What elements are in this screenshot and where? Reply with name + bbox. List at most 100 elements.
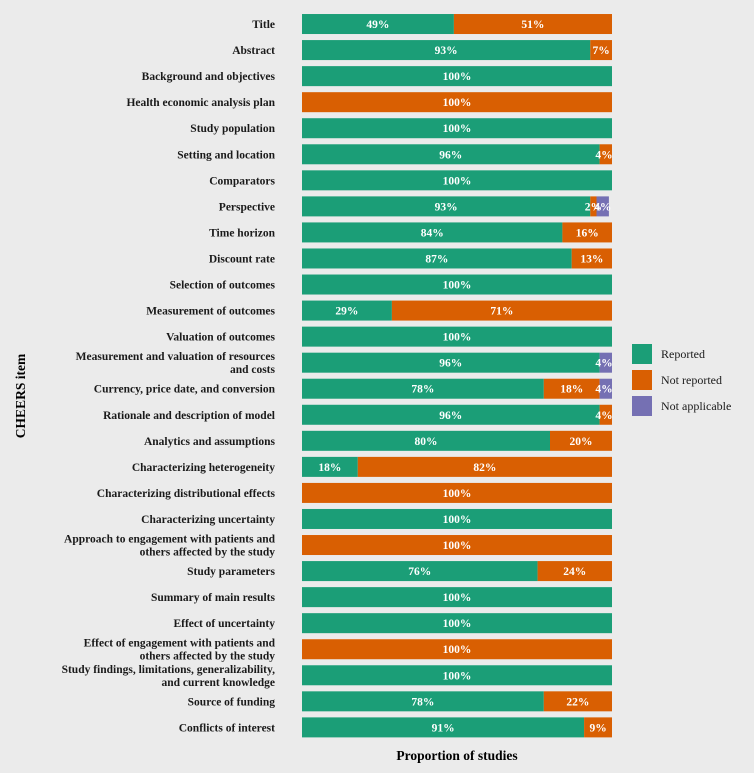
- legend-swatch: [632, 344, 652, 364]
- category-label-line: Effect of uncertainty: [173, 618, 275, 630]
- bar-value-label: 13%: [580, 254, 603, 266]
- legend-swatch: [632, 396, 652, 416]
- bar-value-label: 4%: [595, 149, 612, 161]
- bar-segment-not-reported: [357, 456, 612, 477]
- category-label: Currency, price date, and conversion: [94, 384, 276, 396]
- bar-value-label: 100%: [443, 123, 472, 135]
- bar-value-label: 80%: [415, 436, 438, 448]
- bar-segment-not-reported: [302, 535, 612, 556]
- legend-label: Reported: [661, 347, 705, 361]
- bar-segment-not-reported: [571, 248, 612, 269]
- bar-value-label: 100%: [443, 332, 472, 344]
- bar-value-label: 84%: [421, 227, 444, 239]
- bar-segment-reported: [302, 352, 600, 373]
- bar-value-label: 78%: [411, 696, 434, 708]
- bar-segment-reported: [302, 274, 612, 295]
- bar-value-label: 100%: [443, 592, 472, 604]
- bar-value-label: 100%: [443, 71, 472, 83]
- category-label-line: Study parameters: [187, 566, 275, 578]
- category-label-line: Characterizing heterogeneity: [132, 462, 275, 474]
- category-label-line: Valuation of outcomes: [166, 332, 275, 344]
- bar-value-label: 7%: [592, 45, 609, 57]
- bar-segment-not-reported: [391, 300, 612, 321]
- category-label: Conflicts of interest: [179, 722, 275, 734]
- category-label-line: Currency, price date, and conversion: [94, 384, 276, 396]
- bar-value-label: 76%: [408, 566, 431, 578]
- bar-value-label: 22%: [566, 696, 589, 708]
- bar-segment-not-applicable: [599, 352, 612, 373]
- bar-segment-reported: [302, 118, 612, 139]
- legend-swatch: [632, 370, 652, 390]
- bar-segment-not-reported: [599, 144, 612, 165]
- category-label-line: Study findings, limitations, generalizab…: [62, 664, 276, 676]
- bar-value-label: 96%: [439, 149, 462, 161]
- bar-value-label: 100%: [443, 618, 472, 630]
- bar-segment-reported: [302, 717, 585, 738]
- category-label-line: Analytics and assumptions: [144, 436, 276, 448]
- bar-segment-not-reported: [543, 378, 600, 399]
- category-label-line: Conflicts of interest: [179, 722, 275, 734]
- category-label: Background and objectives: [142, 71, 276, 83]
- bar-value-label: 18%: [318, 462, 341, 474]
- category-label: Title: [252, 19, 275, 31]
- bar-segment-not-applicable: [596, 196, 609, 217]
- legend-label: Not reported: [661, 373, 722, 387]
- bar-value-label: 100%: [443, 280, 472, 292]
- bar-value-label: 96%: [439, 358, 462, 370]
- bar-segment-reported: [302, 248, 572, 269]
- category-label: Valuation of outcomes: [166, 332, 275, 344]
- category-label: Health economic analysis plan: [126, 97, 275, 109]
- x-axis-title: Proportion of studies: [396, 748, 517, 763]
- bar-segment-not-applicable: [599, 378, 612, 399]
- category-label: Study parameters: [187, 566, 275, 578]
- category-label: Selection of outcomes: [170, 280, 276, 292]
- bar-segment-reported: [302, 691, 544, 712]
- category-label-line: Source of funding: [188, 696, 276, 708]
- bar-value-label: 18%: [560, 384, 583, 396]
- bar-segment-reported: [302, 456, 358, 477]
- bar-value-label: 29%: [335, 306, 358, 318]
- category-label: Measurement and valuation of resources an…: [76, 351, 276, 376]
- bar-value-label: 16%: [576, 227, 599, 239]
- category-label-line: Rationale and description of model: [103, 410, 275, 422]
- bars: 49% 51%93% 7%100%100%100%96% 4%100%93% 2%4%8…: [302, 14, 613, 738]
- category-label-line: Characterizing uncertainty: [141, 514, 275, 526]
- bar-value-label: 93%: [435, 45, 458, 57]
- bar-segment-reported: [302, 508, 612, 529]
- bar-segment-reported: [302, 144, 600, 165]
- legend-label: Not applicable: [661, 399, 731, 413]
- bar-value-label: 9%: [589, 722, 606, 734]
- category-label-line: Measurement and valuation of resources: [76, 351, 276, 363]
- category-label: Setting and location: [177, 149, 275, 161]
- bar-segment-not-reported: [537, 561, 612, 582]
- category-label-line: Approach to engagement with patients and: [64, 534, 276, 546]
- bar-value-label: 78%: [411, 384, 434, 396]
- category-label: Effect of engagement with patients and ot…: [84, 638, 276, 663]
- category-label: Perspective: [219, 201, 275, 213]
- bar-segment-not-reported: [562, 222, 612, 243]
- bar-value-label: 100%: [443, 670, 472, 682]
- category-label-line: and current knowledge: [161, 677, 275, 689]
- category-label: Rationale and description of model: [103, 410, 275, 422]
- bar-value-label: 100%: [443, 644, 472, 656]
- bar-segment-reported: [302, 40, 591, 61]
- bar-segment-reported: [302, 613, 612, 634]
- bar-segment-reported: [302, 196, 591, 217]
- bar-value-label: 87%: [425, 254, 448, 266]
- bar-segment-reported: [302, 404, 600, 425]
- bar-segment-reported: [302, 587, 612, 608]
- bar-value-label: 20%: [570, 436, 593, 448]
- bar-segment-not-reported: [584, 717, 612, 738]
- category-label: Approach to engagement with patients and…: [64, 534, 276, 559]
- bar-value-label: 4%: [595, 410, 612, 422]
- category-label-line: others affected by the study: [140, 547, 276, 559]
- category-label-line: Title: [252, 19, 275, 31]
- category-label: Effect of uncertainty: [173, 618, 275, 630]
- category-label: Comparators: [209, 175, 275, 187]
- category-label: Characterizing uncertainty: [141, 514, 275, 526]
- category-label-line: Time horizon: [209, 227, 276, 239]
- bar-value-label: 100%: [443, 514, 472, 526]
- bar-segment-not-reported: [453, 14, 612, 35]
- bar-value-label: 91%: [432, 722, 455, 734]
- category-label: Study findings, limitations, generalizab…: [62, 664, 276, 689]
